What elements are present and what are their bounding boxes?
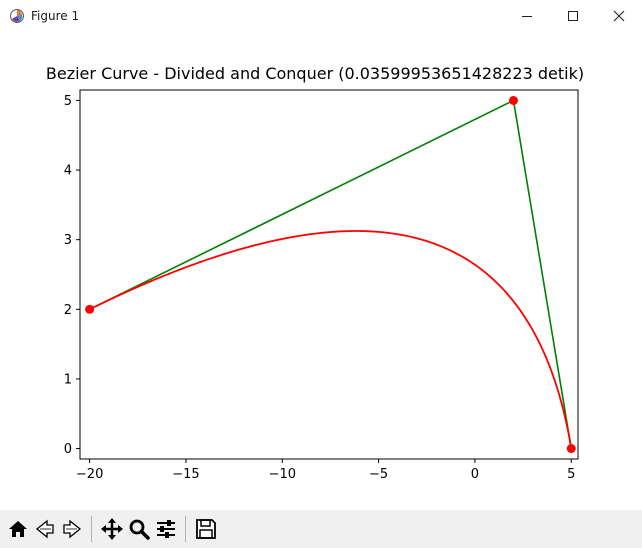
toolbar-separator: [91, 516, 92, 542]
home-icon: [9, 521, 27, 537]
figure-canvas[interactable]: Bezier Curve - Divided and Conquer (0.03…: [0, 32, 642, 510]
matplotlib-app-icon: [10, 9, 24, 23]
x-axis-ticks: −20 −15 −10 −5 0 5: [76, 459, 575, 482]
window-controls: [504, 0, 642, 32]
close-icon: [613, 10, 625, 22]
back-icon: [35, 519, 54, 539]
x-tick-label: −10: [269, 467, 296, 482]
forward-button[interactable]: [59, 516, 85, 542]
y-tick-label: 3: [64, 233, 72, 248]
maximize-icon: [568, 11, 578, 21]
y-tick-label: 1: [64, 372, 72, 387]
axes-frame: [79, 89, 579, 460]
toolbar-separator: [185, 516, 186, 542]
zoom-button[interactable]: [126, 516, 152, 542]
y-tick-label: 2: [64, 303, 72, 318]
control-point: [508, 95, 518, 105]
configure-subplots-icon: [157, 520, 175, 538]
configure-subplots-button[interactable]: [153, 516, 179, 542]
forward-icon: [63, 519, 82, 539]
control-polygon-line: [89, 99, 573, 449]
control-point: [566, 444, 576, 454]
window-titlebar: Figure 1: [0, 0, 642, 32]
x-tick-label: −20: [76, 467, 103, 482]
navigation-toolbar: [0, 510, 642, 548]
minimize-button[interactable]: [504, 0, 550, 32]
zoom-icon: [129, 519, 150, 540]
x-tick-label: 0: [471, 467, 479, 482]
pan-icon: [101, 518, 123, 540]
bezier-curve-line: [89, 230, 573, 449]
bezier-chart: Bezier Curve - Divided and Conquer (0.03…: [46, 64, 584, 482]
save-button[interactable]: [193, 516, 219, 542]
y-tick-label: 5: [64, 94, 72, 109]
x-tick-label: −5: [369, 467, 388, 482]
back-button[interactable]: [32, 516, 58, 542]
maximize-button[interactable]: [550, 0, 596, 32]
save-icon: [196, 519, 216, 539]
plot-area: [85, 95, 576, 454]
minimize-icon: [522, 16, 532, 17]
close-button[interactable]: [596, 0, 642, 32]
pan-button[interactable]: [99, 516, 125, 542]
control-point: [85, 304, 95, 314]
y-tick-label: 0: [64, 442, 72, 457]
y-tick-label: 4: [64, 164, 72, 179]
x-tick-label: −15: [172, 467, 199, 482]
chart-title: Bezier Curve - Divided and Conquer (0.03…: [46, 64, 584, 83]
window-title: Figure 1: [31, 9, 80, 23]
x-tick-label: 5: [567, 467, 575, 482]
y-axis-ticks: 0 1 2 3 4 5: [64, 94, 80, 457]
home-button[interactable]: [5, 516, 31, 542]
